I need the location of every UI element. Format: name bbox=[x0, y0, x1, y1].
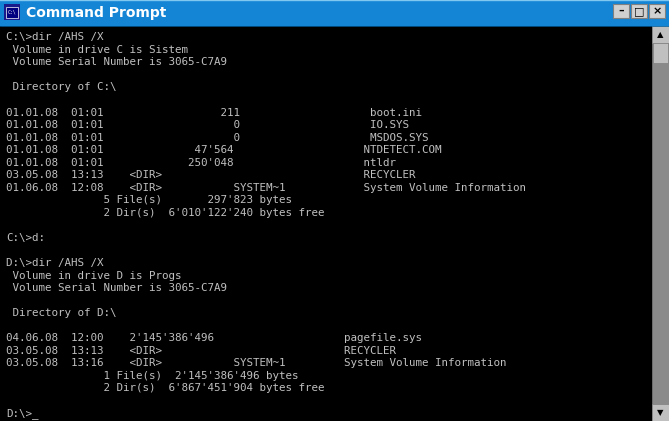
Text: D:\>_: D:\>_ bbox=[6, 408, 39, 419]
Text: 5 File(s)       297'823 bytes: 5 File(s) 297'823 bytes bbox=[6, 195, 292, 205]
Text: –: – bbox=[618, 6, 624, 16]
Text: 01.01.08  01:01                    0                    IO.SYS: 01.01.08 01:01 0 IO.SYS bbox=[6, 120, 409, 130]
Text: 01.01.08  01:01             250'048                    ntldr: 01.01.08 01:01 250'048 ntldr bbox=[6, 158, 396, 168]
Text: 04.06.08  12:00    2'145'386'496                    pagefile.sys: 04.06.08 12:00 2'145'386'496 pagefile.sy… bbox=[6, 333, 422, 343]
Text: Directory of D:\: Directory of D:\ bbox=[6, 308, 116, 318]
Text: 01.01.08  01:01                  211                    boot.ini: 01.01.08 01:01 211 boot.ini bbox=[6, 107, 422, 117]
Text: 2 Dir(s)  6'010'122'240 bytes free: 2 Dir(s) 6'010'122'240 bytes free bbox=[6, 208, 324, 218]
Text: □: □ bbox=[634, 6, 644, 16]
Bar bbox=[6, 7, 18, 18]
Text: Volume Serial Number is 3065-C7A9: Volume Serial Number is 3065-C7A9 bbox=[6, 283, 227, 293]
Text: C:\>dir /AHS /X: C:\>dir /AHS /X bbox=[6, 32, 104, 42]
Text: 1 File(s)  2'145'386'496 bytes: 1 File(s) 2'145'386'496 bytes bbox=[6, 371, 298, 381]
Text: 2 Dir(s)  6'867'451'904 bytes free: 2 Dir(s) 6'867'451'904 bytes free bbox=[6, 384, 324, 393]
Text: Command Prompt: Command Prompt bbox=[26, 6, 167, 20]
Bar bbox=[652, 26, 669, 421]
Text: Volume in drive C is Sistem: Volume in drive C is Sistem bbox=[6, 45, 188, 55]
Text: ▼: ▼ bbox=[657, 408, 664, 417]
Text: 03.05.08  13:16    <DIR>           SYSTEM~1         System Volume Information: 03.05.08 13:16 <DIR> SYSTEM~1 System Vol… bbox=[6, 358, 506, 368]
Text: Volume in drive D is Progs: Volume in drive D is Progs bbox=[6, 271, 181, 280]
Bar bbox=[0, 0, 669, 26]
Text: Directory of C:\: Directory of C:\ bbox=[6, 83, 116, 93]
Text: C:\: C:\ bbox=[7, 10, 16, 14]
Text: 01.01.08  01:01                    0                    MSDOS.SYS: 01.01.08 01:01 0 MSDOS.SYS bbox=[6, 133, 429, 143]
Bar bbox=[652, 26, 669, 43]
Bar bbox=[653, 43, 668, 63]
Bar bbox=[649, 4, 665, 18]
Bar bbox=[652, 26, 669, 421]
Bar bbox=[4, 4, 20, 20]
Text: ▲: ▲ bbox=[657, 30, 664, 39]
Text: D:\>dir /AHS /X: D:\>dir /AHS /X bbox=[6, 258, 104, 268]
Text: 03.05.08  13:13    <DIR>                               RECYCLER: 03.05.08 13:13 <DIR> RECYCLER bbox=[6, 170, 415, 180]
Text: C:\>d:: C:\>d: bbox=[6, 233, 45, 243]
Text: Volume Serial Number is 3065-C7A9: Volume Serial Number is 3065-C7A9 bbox=[6, 57, 227, 67]
Bar bbox=[631, 4, 647, 18]
Text: 03.05.08  13:13    <DIR>                            RECYCLER: 03.05.08 13:13 <DIR> RECYCLER bbox=[6, 346, 396, 356]
Text: ×: × bbox=[652, 6, 662, 16]
Bar bbox=[613, 4, 629, 18]
Text: 01.01.08  01:01              47'564                    NTDETECT.COM: 01.01.08 01:01 47'564 NTDETECT.COM bbox=[6, 145, 442, 155]
Text: 01.06.08  12:08    <DIR>           SYSTEM~1            System Volume Information: 01.06.08 12:08 <DIR> SYSTEM~1 System Vol… bbox=[6, 183, 526, 193]
Bar bbox=[652, 404, 669, 421]
